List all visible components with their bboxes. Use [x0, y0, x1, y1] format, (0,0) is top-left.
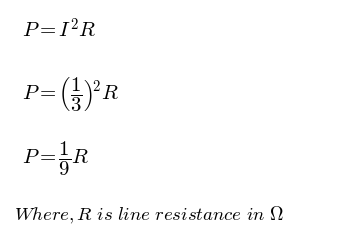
Text: $P = \dfrac{1}{9}R$: $P = \dfrac{1}{9}R$ [22, 140, 89, 178]
Text: $\mathit{Where}, R\ \mathit{is\ line\ resistance\ in}\ \Omega$: $\mathit{Where}, R\ \mathit{is\ line\ re… [14, 205, 284, 226]
Text: $P = \left(\dfrac{1}{3}\right)^{\!2} R$: $P = \left(\dfrac{1}{3}\right)^{\!2} R$ [22, 76, 118, 114]
Text: $P = I^2R$: $P = I^2R$ [22, 18, 96, 42]
